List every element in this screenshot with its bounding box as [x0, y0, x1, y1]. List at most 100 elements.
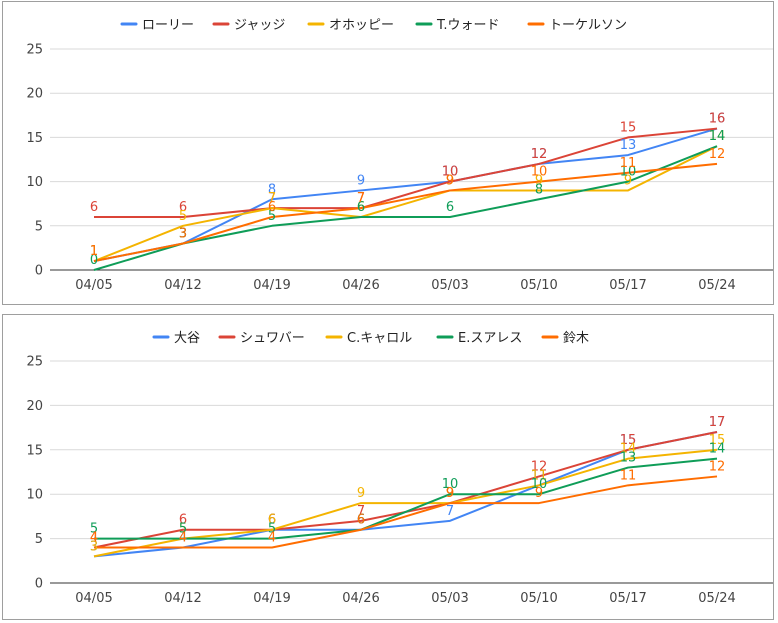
series-line — [93, 145, 718, 263]
data-label: 3 — [90, 539, 98, 554]
x-tick-label: 05/03 — [431, 591, 468, 606]
x-tick-label: 05/03 — [431, 278, 468, 293]
data-label: 3 — [90, 539, 98, 554]
data-label: 11 — [620, 468, 637, 483]
data-label: 9 — [446, 173, 454, 188]
y-tick-label: 10 — [26, 175, 43, 190]
data-label: 7 — [268, 191, 276, 206]
data-label: 3 — [179, 226, 187, 241]
data-label: 5 — [90, 522, 98, 537]
data-label: 1 — [90, 244, 98, 259]
legend-item: E.スアレス — [436, 331, 522, 346]
y-tick-label: 10 — [26, 488, 43, 503]
line-chart-bottom: 0 5 10 15 20 25 04/05 04/12 04/19 04/26 05/03 05/10… — [26, 331, 773, 606]
data-label: 16 — [709, 112, 726, 127]
data-label: 17 — [709, 415, 726, 430]
data-label: 6 — [446, 200, 454, 215]
legend-item: トーケルソン — [527, 18, 627, 33]
legend: ローリー ジャッジ オホッピー T.ウォード トーケルソン — [120, 18, 627, 33]
data-label: 15 — [620, 433, 637, 448]
data-label: 10 — [620, 165, 637, 180]
data-label: 14 — [620, 442, 637, 457]
legend-label: 大谷 — [174, 331, 200, 346]
data-label: 10 — [531, 477, 548, 492]
data-label: 10 — [442, 477, 459, 492]
y-tick-label: 15 — [26, 131, 43, 146]
data-label: 10 — [442, 165, 459, 180]
data-label: 6 — [357, 513, 365, 528]
legend-label: トーケルソン — [549, 18, 627, 33]
series-line — [94, 457, 718, 540]
data-label: 10 — [442, 165, 459, 180]
data-label: 11 — [531, 468, 548, 483]
x-tick-label: 04/26 — [342, 591, 379, 606]
data-label: 1 — [90, 244, 98, 259]
y-tick-label: 25 — [26, 355, 43, 370]
legend-label: ジャッジ — [234, 18, 285, 33]
data-label: 5 — [268, 209, 276, 224]
series-line — [93, 127, 718, 263]
legend-label: 鈴木 — [563, 331, 589, 346]
data-label: 6 — [357, 200, 365, 215]
x-tick-label: 05/24 — [698, 591, 735, 606]
data-label: 7 — [268, 191, 276, 206]
x-tick-label: 04/12 — [164, 278, 201, 293]
data-label: 12 — [531, 147, 548, 162]
data-label: 12 — [709, 147, 726, 162]
legend: 大谷 シュワバー C.キャロル E.スアレス 鈴木 — [152, 331, 589, 346]
chart-panel-top: 0 5 10 15 20 25 04/05 04/12 04/19 04/26 05/03 05/10… — [2, 1, 774, 305]
x-tick-label: 04/05 — [75, 591, 112, 606]
data-label: 9 — [357, 486, 365, 501]
data-label: 6 — [179, 200, 187, 215]
data-label: 8 — [268, 182, 276, 197]
data-label: 5 — [179, 522, 187, 537]
data-label: 6 — [268, 513, 276, 528]
data-label: 9 — [446, 486, 454, 501]
data-label: 16 — [709, 112, 726, 127]
data-label: 9 — [446, 486, 454, 501]
data-label: 9 — [446, 486, 454, 501]
data-label: 7 — [357, 191, 365, 206]
series-line — [93, 162, 718, 263]
data-label: 4 — [179, 530, 187, 545]
data-label: 8 — [535, 182, 543, 197]
x-tick-label: 05/10 — [520, 278, 557, 293]
data-label: 9 — [535, 173, 543, 188]
data-label: 1 — [90, 244, 98, 259]
data-label: 7 — [357, 504, 365, 519]
data-label: 14 — [709, 442, 726, 457]
y-tick-label: 5 — [35, 219, 43, 234]
data-label: 7 — [357, 191, 365, 206]
legend-label: ローリー — [142, 18, 194, 33]
legend-label: オホッピー — [329, 18, 394, 33]
data-label: 6 — [268, 200, 276, 215]
data-label: 6 — [357, 513, 365, 528]
series-line — [94, 127, 718, 218]
legend-item: T.ウォード — [415, 18, 500, 33]
y-tick-label: 25 — [26, 43, 43, 58]
x-tick-label: 04/12 — [164, 591, 201, 606]
legend-label: E.スアレス — [458, 331, 522, 346]
x-tick-label: 04/26 — [342, 278, 379, 293]
y-tick-label: 20 — [26, 399, 43, 414]
x-tick-label: 05/24 — [698, 278, 735, 293]
data-label: 15 — [620, 433, 637, 448]
y-tick-label: 20 — [26, 87, 43, 102]
data-label: 5 — [179, 209, 187, 224]
data-label: 9 — [535, 486, 543, 501]
y-tick-label: 0 — [35, 264, 43, 279]
data-label: 5 — [268, 522, 276, 537]
data-label: 12 — [531, 147, 548, 162]
data-label: 13 — [620, 451, 637, 466]
data-label: 7 — [446, 504, 454, 519]
data-label: 17 — [709, 415, 726, 430]
data-label: 9 — [624, 173, 632, 188]
y-tick-label: 0 — [35, 577, 43, 592]
data-label: 5 — [179, 522, 187, 537]
chart-panel-bottom: 0 5 10 15 20 25 04/05 04/12 04/19 04/26 05/03 05/10… — [2, 314, 774, 620]
x-tick-label: 04/19 — [253, 278, 290, 293]
gridlines — [50, 48, 773, 271]
x-tick-label: 04/19 — [253, 591, 290, 606]
x-tick-label: 05/17 — [609, 591, 646, 606]
